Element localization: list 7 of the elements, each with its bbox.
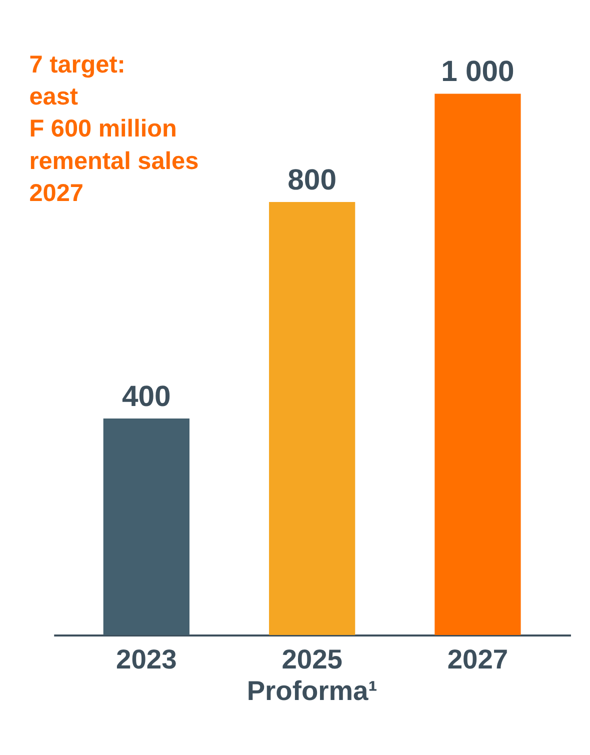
data-label: 400 (122, 380, 171, 413)
annotation: 7 target: east F 600 million remental sales 2027 (29, 51, 199, 208)
x-tick-label: 2027 (447, 644, 508, 675)
data-label: 800 (288, 164, 336, 196)
x-tick-label: 2023 (116, 644, 177, 675)
x-tick-label: 2025 Proforma¹ (246, 644, 378, 706)
data-label: 1 000 (441, 56, 514, 88)
